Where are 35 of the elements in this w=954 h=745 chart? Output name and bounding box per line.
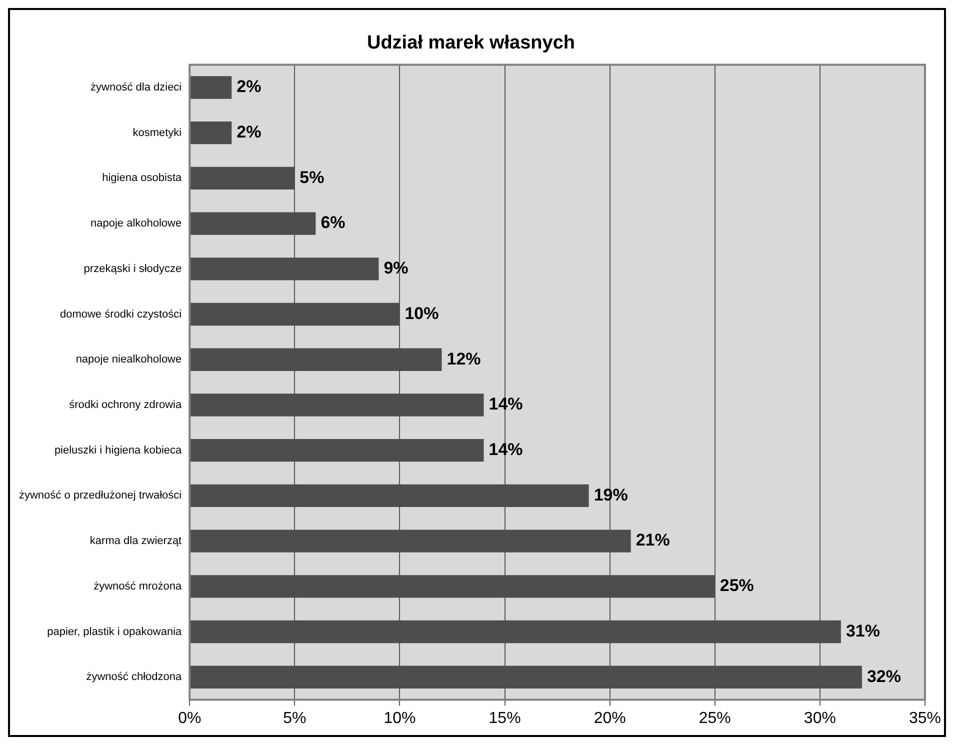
data-label: 2% (236, 77, 262, 96)
data-label: 25% (720, 576, 754, 596)
x-tick-label: 20% (594, 710, 626, 727)
y-tick-label: higiena osobista (102, 172, 182, 184)
x-tick-label: 0% (178, 710, 202, 727)
data-label: 21% (636, 530, 670, 550)
bar (190, 76, 232, 99)
y-tick-label: żywność chłodzona (86, 671, 183, 684)
x-tick-label: 5% (283, 710, 306, 727)
x-tick-label: 15% (488, 710, 521, 727)
y-tick-label: pieluszki i higiena kobieca (54, 444, 183, 456)
data-label: 2% (236, 122, 262, 142)
data-label: 6% (320, 213, 346, 232)
y-tick-label: środki ochrony zdrowia (69, 399, 182, 412)
y-tick-label: żywność dla dzieci (90, 82, 182, 94)
y-tick-label: żywność o przedłużonej trwałości (18, 490, 182, 502)
data-label: 12% (446, 349, 481, 368)
y-tick-label: papier, plastik i opakowania (47, 626, 183, 638)
x-tick-label: 35% (908, 710, 942, 727)
chart-title: Udział marek własnych (366, 32, 576, 54)
y-tick-label: napoje alkoholowe (90, 218, 182, 230)
y-tick-label: domowe środki czystości (60, 308, 182, 320)
y-tick-label: karma dla zwierząt (90, 535, 182, 548)
x-tick-label: 10% (384, 710, 416, 727)
x-tick-label: 25% (698, 710, 731, 727)
y-tick-label: żywność mrożona (94, 580, 182, 592)
x-tick-label: 30% (804, 710, 836, 727)
y-tick-label: napoje niealkoholowe (76, 354, 182, 366)
data-label: 10% (404, 304, 439, 323)
y-tick-label: przekąski i słodycze (84, 262, 182, 275)
y-tick-label: kosmetyki (132, 126, 182, 139)
bar (190, 121, 232, 144)
data-label: 5% (300, 168, 324, 187)
data-label: 32% (866, 666, 901, 686)
data-label: 31% (846, 621, 880, 640)
